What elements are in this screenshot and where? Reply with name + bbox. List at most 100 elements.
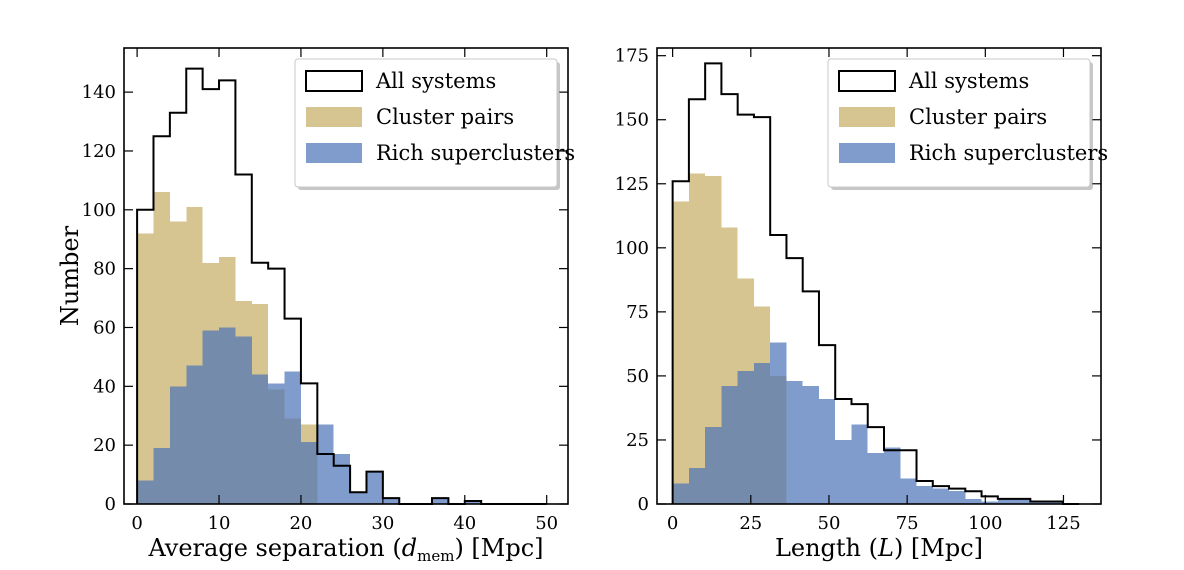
- x-axis-label: Length (L) [Mpc]: [775, 534, 983, 562]
- bar: [818, 398, 836, 504]
- x-tick-label: 30: [371, 513, 394, 534]
- legend-swatch-rich-superclusters: [839, 143, 895, 163]
- y-tick-label: 50: [626, 366, 649, 387]
- y-tick-label: 175: [615, 46, 649, 67]
- legend-label: Cluster pairs: [376, 105, 514, 129]
- bar: [153, 448, 170, 504]
- bar: [366, 471, 383, 504]
- bar: [464, 501, 482, 504]
- legend: All systems Cluster pairs Rich supercluste…: [827, 58, 1108, 190]
- y-tick-label: 0: [105, 494, 116, 515]
- bar: [851, 424, 868, 504]
- legend-swatch-all-systems: [838, 70, 896, 92]
- y-tick-label: 120: [82, 141, 116, 162]
- bar: [900, 478, 917, 504]
- bar: [981, 501, 998, 504]
- legend-swatch-cluster-pairs: [839, 107, 895, 127]
- x-tick-label: 25: [739, 513, 762, 534]
- legend-swatch-rich-superclusters: [306, 143, 362, 163]
- bar: [867, 452, 885, 504]
- x-tick-label: 125: [1046, 513, 1080, 534]
- x-axis-label-prefix: Average separation (: [147, 534, 401, 562]
- y-tick-label: 20: [93, 435, 116, 456]
- bar: [1030, 501, 1047, 504]
- bar: [786, 381, 803, 504]
- x-axis-label-subscript: mem: [417, 547, 454, 565]
- bar: [737, 370, 754, 504]
- bar: [997, 498, 1015, 504]
- bar: [949, 491, 966, 504]
- bar: [884, 447, 901, 504]
- x-axis-label: Average separation (dmem) [Mpc]: [147, 534, 543, 565]
- x-tick-label: 50: [818, 513, 841, 534]
- y-axis-label: Number: [56, 225, 84, 326]
- bar: [202, 330, 220, 504]
- legend-swatch-all-systems: [305, 70, 363, 92]
- x-axis-label-prefix: Length (: [775, 534, 878, 562]
- bar: [835, 439, 852, 504]
- bar: [705, 427, 722, 504]
- bar: [672, 201, 689, 504]
- bar: [965, 498, 982, 504]
- x-tick-label: 50: [535, 513, 558, 534]
- y-tick-label: 25: [626, 430, 649, 451]
- x-tick-label: 10: [208, 513, 231, 534]
- legend-label: Cluster pairs: [909, 105, 1047, 129]
- bar: [268, 383, 285, 504]
- bar: [137, 233, 154, 505]
- y-tick-label: 140: [82, 82, 116, 103]
- series-all-systems-step: [671, 62, 1080, 505]
- bar: [932, 488, 950, 504]
- x-tick-label: 0: [667, 513, 678, 534]
- y-tick-label: 0: [638, 494, 649, 515]
- bar: [300, 442, 318, 504]
- x-tick-label: 0: [131, 513, 142, 534]
- bar: [1014, 498, 1031, 504]
- series-rich-superclusters: [672, 342, 1063, 504]
- y-tick-label: 40: [93, 376, 116, 397]
- chart-panel-1: 0 10 20 30 40 50 0 20 40 60 80 100 120 140 Average sep…: [56, 47, 575, 565]
- x-tick-label: 20: [289, 513, 312, 534]
- legend-label: All systems: [375, 69, 496, 93]
- x-tick-label: 75: [896, 513, 919, 534]
- axes-frame: [656, 47, 1102, 505]
- bar: [137, 480, 154, 504]
- x-tick-label: 100: [968, 513, 1002, 534]
- y-tick-label: 100: [82, 200, 116, 221]
- bar: [432, 498, 449, 504]
- bar: [350, 492, 367, 504]
- legend-label: All systems: [908, 69, 1029, 93]
- legend-label: Rich superclusters: [376, 141, 575, 165]
- bar: [235, 336, 252, 504]
- legend-label: Rich superclusters: [909, 141, 1108, 165]
- x-axis-label-suffix: ) [Mpc]: [454, 534, 543, 562]
- bar: [802, 386, 819, 504]
- legend: All systems Cluster pairs Rich supercluste…: [294, 58, 575, 190]
- bar: [382, 498, 400, 504]
- bar: [672, 483, 689, 504]
- bar: [153, 192, 170, 504]
- x-tick-label: 40: [453, 513, 476, 534]
- bar: [916, 486, 933, 504]
- chart-panel-2: 0 25 50 75 100 125 0 25 50 75 100 125 150 175 Length (…: [615, 46, 1109, 562]
- bar: [317, 424, 334, 504]
- bar: [1046, 501, 1063, 504]
- y-tick-label: 125: [615, 174, 649, 195]
- bar: [169, 386, 187, 504]
- y-tick-label: 60: [93, 317, 116, 338]
- bar: [333, 453, 351, 504]
- axes-frame: [123, 47, 569, 505]
- bar: [753, 363, 771, 504]
- bar: [186, 365, 203, 504]
- y-tick-label: 100: [615, 238, 649, 259]
- legend-swatch-cluster-pairs: [306, 107, 362, 127]
- y-tick-label: 150: [615, 110, 649, 131]
- bar: [705, 176, 722, 504]
- bar: [688, 173, 706, 505]
- bar: [284, 371, 301, 504]
- y-tick-label: 75: [626, 302, 649, 323]
- x-axis-label-symbol: d: [402, 534, 417, 562]
- bar: [770, 342, 787, 504]
- bar: [251, 374, 269, 504]
